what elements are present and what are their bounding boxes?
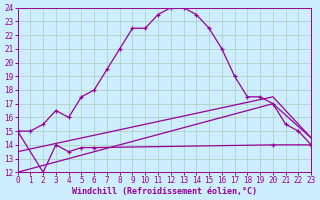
X-axis label: Windchill (Refroidissement éolien,°C): Windchill (Refroidissement éolien,°C) [72, 187, 257, 196]
